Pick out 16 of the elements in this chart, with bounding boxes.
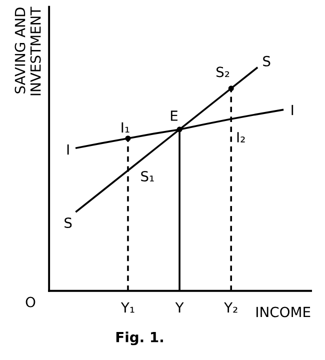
text: S <box>263 56 270 66</box>
annotation: E <box>170 110 178 121</box>
x-axis-title: INCOME <box>256 306 310 318</box>
x-tick-label: Y <box>175 302 184 313</box>
annotation: I <box>67 144 69 155</box>
text: O <box>26 296 36 308</box>
annotation: I <box>292 104 294 116</box>
y-axis-title: SAVING AND INVESTMENT <box>14 6 41 96</box>
x-tick-label: Y₂ <box>224 302 238 313</box>
annotation: I₁ <box>122 122 130 133</box>
caption: Fig. 1. <box>116 332 163 346</box>
annotation: S₁ <box>141 170 154 182</box>
annotation: S <box>64 218 72 228</box>
annotation: I₂ <box>237 132 245 142</box>
x-tick-label: Y₁ <box>120 302 134 313</box>
annotation: S₂ <box>216 66 230 78</box>
